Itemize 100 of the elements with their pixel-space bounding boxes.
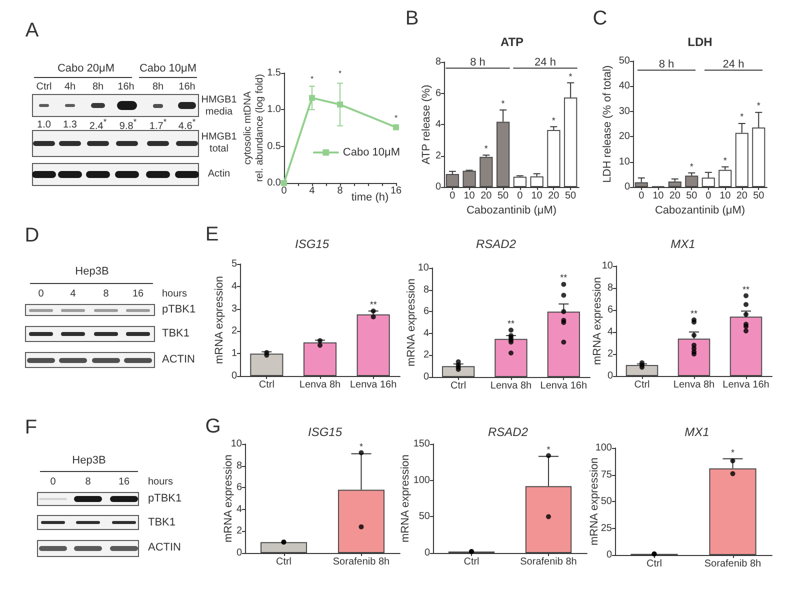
bar — [494, 338, 528, 377]
x-tick-label: Sorafenib 8h — [332, 556, 390, 568]
y-tick-label: 6 — [435, 88, 442, 99]
bar — [480, 156, 493, 187]
bar — [513, 176, 527, 187]
text: pTBK1 — [148, 492, 182, 506]
y-tick-label: 0 — [236, 548, 242, 558]
y-tick-label: 4 — [607, 326, 614, 338]
point — [309, 94, 315, 101]
y-tick-label: 3 — [231, 303, 238, 314]
text: TBK1 — [162, 328, 190, 340]
text: 16h — [178, 81, 196, 93]
y-tick-label: 10 — [418, 262, 430, 274]
y-tick-label: 6 — [607, 304, 614, 316]
text: 16 — [132, 288, 144, 300]
text: Ctrl — [36, 81, 52, 93]
x-tick-label: 50 — [565, 190, 577, 202]
bar — [730, 316, 762, 376]
x-tick-label: 0 — [638, 190, 645, 202]
bar — [462, 170, 476, 187]
x-tick-label: Ctrl — [450, 380, 466, 392]
y-tick-label: 20 — [618, 131, 630, 142]
text: pTBK1 — [162, 304, 196, 316]
annotation: ** — [690, 308, 698, 319]
y-tick-label: 8 — [423, 284, 430, 296]
y-tick-label: 40 — [618, 80, 630, 92]
point — [281, 180, 287, 186]
y-axis-title: mRNA expression — [592, 276, 604, 366]
text: ACTIN — [148, 542, 181, 554]
annotation: * — [756, 101, 760, 112]
text: 0 — [38, 288, 44, 300]
bar — [626, 365, 658, 376]
text: 4h — [64, 81, 76, 93]
x-tick-label: 50 — [753, 190, 765, 202]
x-tick-label: Lenva 16h — [350, 380, 397, 390]
x-tick-label: 20 — [480, 190, 492, 202]
y-tick-label: 0 — [607, 370, 614, 382]
chart-title: LDH — [688, 35, 712, 50]
annotation: * — [501, 98, 505, 109]
chart-title: RSAD2 — [476, 237, 516, 252]
x-tick-label: Ctrl — [646, 558, 662, 570]
annotation: * — [690, 162, 694, 172]
bar — [547, 130, 560, 187]
annotation: * — [484, 144, 488, 154]
y-tick-label: 1.5 — [267, 68, 282, 78]
x-tick-label: 20 — [736, 190, 748, 202]
data-label: * — [310, 74, 314, 84]
text: 0 — [50, 476, 56, 488]
x-tick-label: 20 — [669, 190, 681, 202]
text: HMGB1 media — [201, 94, 237, 118]
y-tick-label: 8 — [435, 56, 442, 68]
y-tick-label: 10 — [230, 438, 242, 450]
bar — [685, 176, 698, 187]
y-tick-label: 8 — [236, 460, 242, 472]
y-tick-label: 0 — [231, 370, 238, 382]
text: 4.6$^{*}$ — [178, 116, 196, 132]
y-axis-title: mRNA expression — [400, 454, 412, 543]
annotation: ** — [560, 273, 568, 284]
annotation: 24 h — [722, 58, 746, 71]
legend-label: Cabo 10μM — [342, 146, 400, 158]
chart-title: ISG15 — [308, 425, 342, 440]
y-tick-label: 2 — [423, 350, 430, 361]
text: ACTIN — [162, 354, 195, 366]
y-axis-title: LDH release (% of total) — [602, 65, 614, 183]
x-tick-label: 10 — [720, 190, 732, 202]
y-axis-title: mRNA expression — [406, 278, 418, 367]
annotation: 24 h — [534, 56, 557, 69]
bar — [547, 312, 580, 377]
x-tick-label: Ctrl — [258, 380, 274, 390]
x-tick-label: Lenva 16h — [540, 380, 588, 392]
x-tick-label: Ctrl — [634, 380, 650, 390]
x-tick-label: 0 — [517, 190, 524, 202]
annotation: ** — [507, 318, 515, 330]
y-axis-title: mRNA expression — [214, 276, 226, 364]
y-tick-label: 10 — [618, 156, 630, 168]
y-tick-label: 10 — [602, 260, 614, 272]
y-tick-label: 6 — [236, 482, 242, 494]
text: G — [205, 416, 221, 438]
bar — [446, 174, 460, 187]
bar — [702, 178, 715, 187]
x-axis-title: time (h) — [351, 192, 389, 204]
x-tick-label: 0 — [706, 190, 712, 202]
x-tick-label: 0 — [450, 190, 456, 202]
bar — [356, 314, 390, 376]
text: Cabo 10μM — [139, 62, 197, 76]
y-tick-label: 50 — [600, 496, 612, 507]
annotation: * — [740, 112, 744, 122]
y-tick-label: 1 — [231, 348, 238, 360]
bar — [303, 342, 337, 376]
text: TBK1 — [148, 516, 176, 530]
x-tick-label: 10 — [464, 190, 476, 202]
text: 4 — [70, 288, 76, 300]
text: Hep3B — [75, 266, 109, 278]
text: F — [24, 416, 38, 440]
text: B — [405, 8, 419, 30]
bar — [634, 182, 648, 187]
annotation: 8 h — [658, 58, 676, 71]
x-tick-label: 50 — [498, 190, 510, 202]
annotation: * — [546, 444, 550, 455]
chart-title: RSAD2 — [488, 425, 528, 440]
